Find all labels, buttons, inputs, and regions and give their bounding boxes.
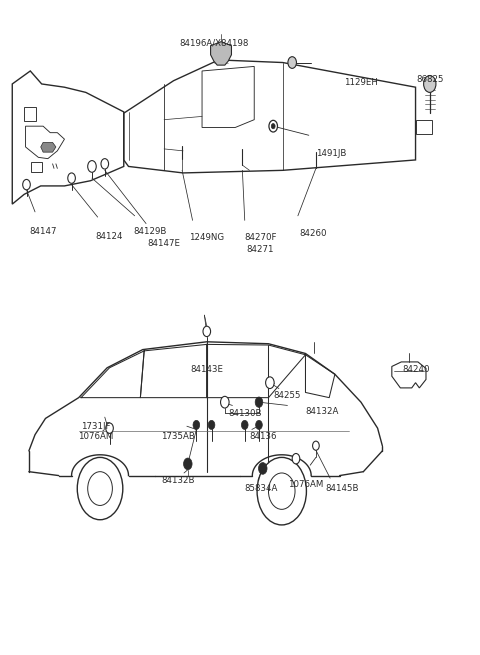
Circle shape [269,121,277,132]
Text: 84196A/X84198: 84196A/X84198 [179,39,249,48]
Text: 85834A: 85834A [245,484,278,493]
Circle shape [259,462,267,474]
Text: 1076AM: 1076AM [78,432,113,441]
Text: 84129B: 84129B [133,227,167,236]
Polygon shape [211,42,231,65]
Text: 84271: 84271 [247,245,274,254]
Text: 84130B: 84130B [228,409,262,418]
Circle shape [101,159,108,169]
Text: 1731JF: 1731JF [81,422,110,431]
Circle shape [193,421,200,430]
Circle shape [183,458,192,470]
Text: 84270F: 84270F [244,233,276,242]
Circle shape [88,472,112,506]
Circle shape [255,397,263,407]
Circle shape [203,326,211,337]
Circle shape [68,173,75,183]
Text: 84240: 84240 [403,365,430,374]
Circle shape [288,57,297,68]
Circle shape [292,453,300,464]
Text: 1491JB: 1491JB [316,149,346,158]
Text: 84147: 84147 [29,227,57,236]
Polygon shape [41,142,56,152]
Circle shape [268,473,295,510]
Circle shape [257,457,306,525]
Text: 84143E: 84143E [190,365,223,373]
Text: 1076AM: 1076AM [288,480,323,489]
Text: 84260: 84260 [300,229,327,238]
Circle shape [265,377,274,388]
Circle shape [424,75,436,92]
Text: 84255: 84255 [274,390,301,400]
Circle shape [88,160,96,172]
Circle shape [23,179,30,190]
Circle shape [220,396,229,408]
Text: 84147E: 84147E [147,238,180,248]
Text: 84145B: 84145B [325,484,359,493]
Text: 86825: 86825 [416,75,444,84]
Circle shape [106,423,113,434]
Text: 84136: 84136 [249,432,276,441]
Circle shape [208,421,215,430]
Circle shape [205,329,209,334]
Text: 1129EH: 1129EH [344,77,378,86]
Circle shape [312,441,319,450]
Circle shape [271,124,275,129]
Circle shape [77,457,123,519]
Text: 84132B: 84132B [162,476,195,485]
Circle shape [256,421,262,430]
Circle shape [241,421,248,430]
Text: 84132A: 84132A [305,407,338,416]
Text: 84124: 84124 [96,232,123,241]
Text: 1249NG: 1249NG [189,233,224,242]
Text: 1735AB: 1735AB [161,432,195,441]
